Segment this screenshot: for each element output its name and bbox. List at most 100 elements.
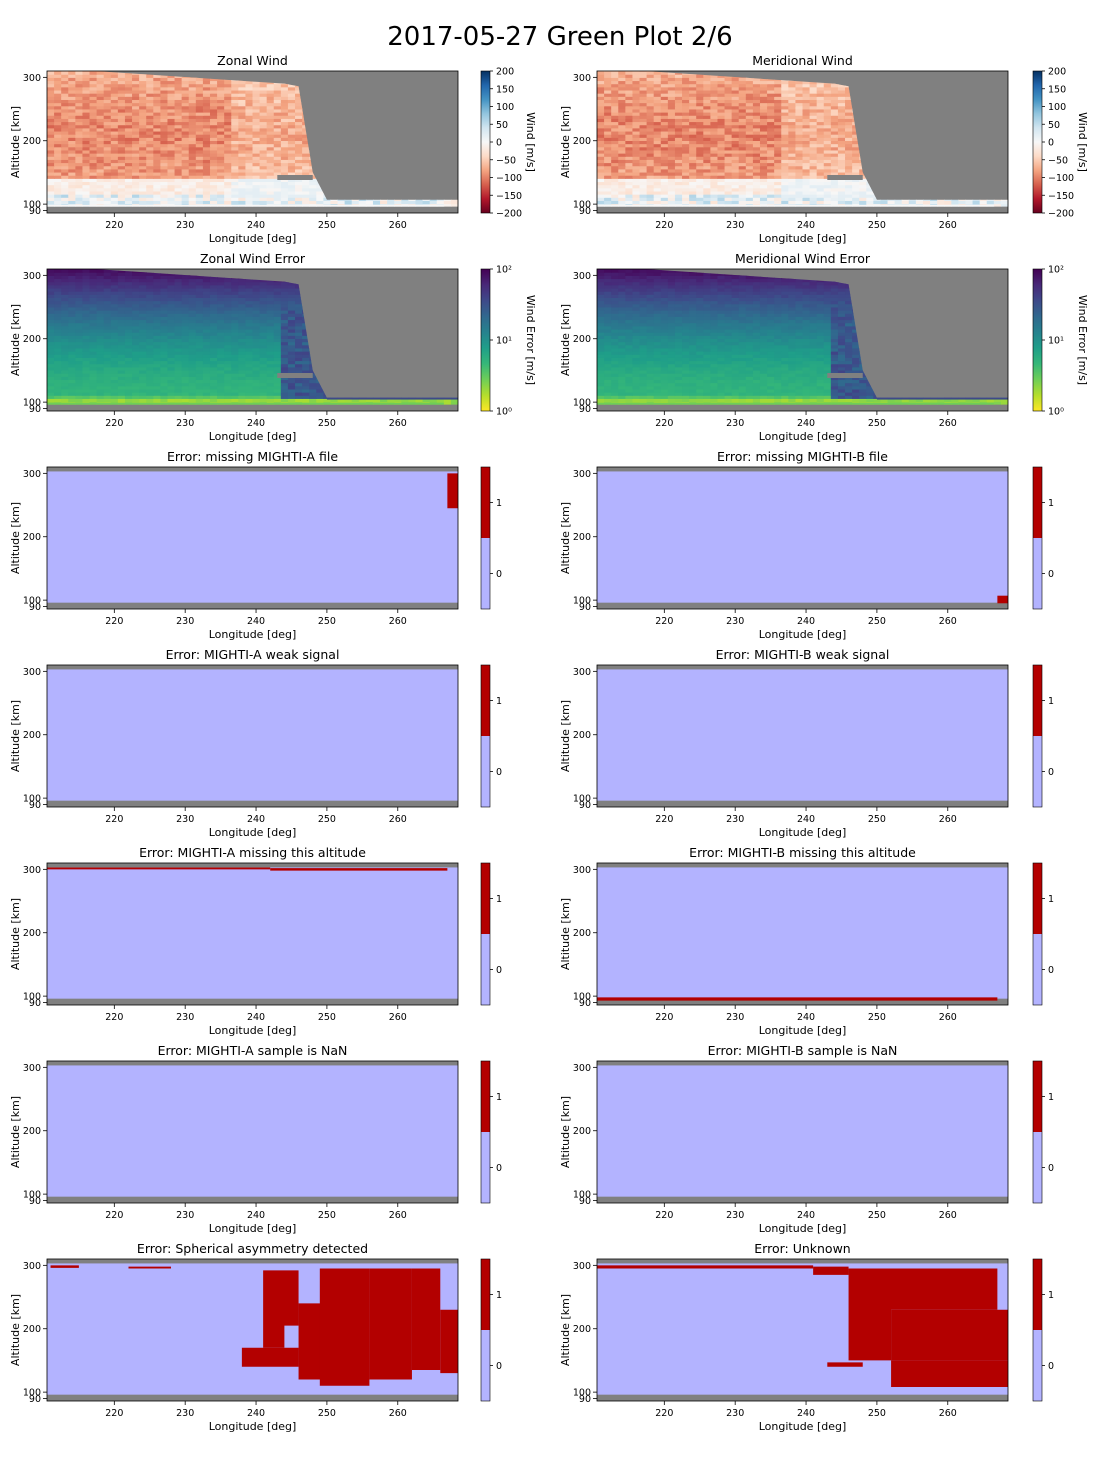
data-cell bbox=[231, 146, 239, 151]
data-cell bbox=[252, 137, 261, 142]
data-cell bbox=[266, 89, 275, 94]
data-cell bbox=[61, 112, 69, 116]
data-cell bbox=[717, 93, 726, 97]
data-cell bbox=[632, 197, 641, 201]
data-cell bbox=[830, 162, 839, 167]
data-cell bbox=[287, 124, 296, 129]
data-cell bbox=[689, 99, 697, 104]
data-cell bbox=[682, 83, 690, 88]
data-cell bbox=[618, 137, 626, 142]
data-cell bbox=[639, 159, 648, 164]
data-cell bbox=[604, 127, 612, 132]
data-cell bbox=[295, 118, 303, 123]
data-cell bbox=[696, 159, 704, 164]
data-cell bbox=[823, 112, 832, 116]
data-cell bbox=[674, 187, 683, 192]
data-cell bbox=[625, 190, 634, 195]
data-cell bbox=[103, 149, 112, 154]
data-cell bbox=[703, 93, 711, 97]
data-cell bbox=[682, 159, 690, 164]
data-cell bbox=[745, 89, 754, 94]
data-cell bbox=[597, 197, 605, 201]
data-cell bbox=[217, 105, 225, 110]
data-cell bbox=[767, 80, 775, 85]
data-cell bbox=[54, 187, 62, 192]
data-cell bbox=[731, 86, 740, 91]
data-cell bbox=[653, 200, 662, 205]
data-cell bbox=[738, 190, 747, 195]
data-cell bbox=[280, 149, 289, 154]
data-cell bbox=[604, 80, 612, 85]
data-cell bbox=[696, 175, 704, 179]
data-cell bbox=[54, 89, 62, 94]
data-cell bbox=[68, 124, 76, 129]
data-cell bbox=[75, 118, 84, 123]
data-cell bbox=[717, 143, 726, 148]
data-cell bbox=[245, 112, 254, 116]
data-cell bbox=[646, 137, 655, 142]
data-cell bbox=[117, 96, 126, 100]
data-cell bbox=[710, 156, 719, 160]
data-cell bbox=[632, 108, 641, 113]
data-cell bbox=[89, 105, 98, 110]
data-cell bbox=[231, 165, 239, 170]
data-cell bbox=[795, 165, 804, 170]
data-cell bbox=[273, 130, 282, 135]
data-cell bbox=[68, 162, 76, 167]
data-cell bbox=[82, 121, 91, 126]
data-cell bbox=[47, 127, 55, 132]
data-cell bbox=[859, 200, 867, 205]
data-cell bbox=[139, 134, 147, 138]
data-cell bbox=[89, 168, 98, 173]
data-cell bbox=[47, 143, 55, 148]
data-cell bbox=[252, 153, 261, 157]
data-cell bbox=[280, 93, 289, 97]
data-cell bbox=[639, 187, 648, 192]
data-cell bbox=[47, 194, 55, 198]
data-cell bbox=[859, 178, 867, 183]
data-cell bbox=[89, 77, 98, 82]
data-cell bbox=[745, 168, 754, 173]
data-cell bbox=[295, 121, 303, 126]
data-cell bbox=[674, 184, 683, 189]
data-cell bbox=[54, 143, 62, 148]
data-cell bbox=[209, 153, 218, 157]
data-cell bbox=[195, 115, 204, 119]
data-cell bbox=[330, 200, 339, 205]
data-cell bbox=[767, 89, 775, 94]
data-cell bbox=[802, 153, 811, 157]
data-cell bbox=[195, 171, 204, 176]
data-cell bbox=[224, 165, 232, 170]
data-cell bbox=[816, 108, 825, 113]
data-cell bbox=[82, 168, 91, 173]
data-cell bbox=[823, 200, 832, 205]
data-cell bbox=[738, 194, 747, 198]
data-cell bbox=[738, 105, 747, 110]
data-cell bbox=[195, 168, 204, 173]
data-cell bbox=[160, 184, 169, 189]
data-cell bbox=[287, 83, 296, 88]
data-cell bbox=[252, 181, 261, 186]
data-cell bbox=[89, 156, 98, 160]
data-cell bbox=[181, 112, 190, 116]
data-cell bbox=[604, 124, 612, 129]
data-cell bbox=[752, 171, 761, 176]
data-cell bbox=[195, 187, 204, 192]
data-cell bbox=[61, 99, 69, 104]
data-cell bbox=[625, 83, 634, 88]
data-cell bbox=[295, 89, 303, 94]
data-cell bbox=[809, 127, 818, 132]
data-cell bbox=[415, 200, 424, 205]
data-cell bbox=[611, 146, 619, 151]
data-cell bbox=[68, 200, 76, 205]
data-cell bbox=[795, 140, 804, 145]
data-cell bbox=[767, 156, 775, 160]
data-cell bbox=[280, 156, 289, 160]
data-cell bbox=[259, 153, 268, 157]
data-cell bbox=[710, 184, 719, 189]
data-cell bbox=[195, 83, 204, 88]
data-cell bbox=[302, 168, 310, 173]
data-cell bbox=[618, 156, 626, 160]
data-cell bbox=[174, 171, 183, 176]
data-cell bbox=[944, 200, 952, 205]
